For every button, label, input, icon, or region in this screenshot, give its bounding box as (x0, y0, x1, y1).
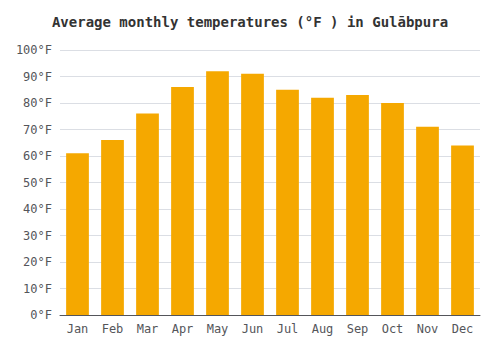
svg-text:Sep: Sep (347, 322, 369, 336)
svg-text:10°F: 10°F (23, 282, 52, 296)
svg-text:70°F: 70°F (23, 123, 52, 137)
svg-text:Jun: Jun (242, 322, 264, 336)
svg-text:100°F: 100°F (16, 43, 52, 57)
svg-text:Aug: Aug (312, 322, 334, 336)
svg-text:40°F: 40°F (23, 202, 52, 216)
svg-text:Jan: Jan (67, 322, 89, 336)
svg-text:50°F: 50°F (23, 176, 52, 190)
svg-text:90°F: 90°F (23, 70, 52, 84)
svg-text:Average monthly temperatures (: Average monthly temperatures (°F ) in Gu… (52, 14, 448, 30)
svg-text:Oct: Oct (382, 322, 404, 336)
svg-text:30°F: 30°F (23, 229, 52, 243)
svg-text:May: May (207, 322, 229, 336)
svg-text:Dec: Dec (452, 322, 474, 336)
svg-text:Mar: Mar (137, 322, 159, 336)
svg-text:60°F: 60°F (23, 149, 52, 163)
svg-text:20°F: 20°F (23, 255, 52, 269)
svg-text:Feb: Feb (102, 322, 124, 336)
svg-text:80°F: 80°F (23, 96, 52, 110)
svg-text:Apr: Apr (172, 322, 194, 336)
svg-text:0°F: 0°F (30, 308, 52, 322)
svg-text:Nov: Nov (417, 322, 439, 336)
svg-text:Jul: Jul (277, 322, 299, 336)
